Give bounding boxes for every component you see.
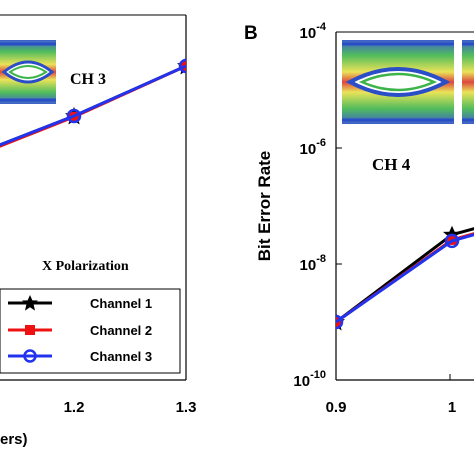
y-tick-label: 10-4 (300, 21, 327, 42)
y-tick-label: 10-6 (300, 137, 326, 158)
annotation-ch3: CH 3 (70, 71, 106, 88)
series-3 (0, 58, 186, 147)
svg-text:10-4: 10-4 (300, 21, 327, 42)
series-line (0, 64, 186, 147)
x-tick-label: 1.3 (176, 399, 197, 416)
legend-label: Channel 2 (90, 323, 152, 338)
star-marker-icon (22, 295, 38, 311)
y-tick-label: 10-8 (300, 253, 326, 274)
square-marker-icon (25, 325, 35, 335)
legend-label: Channel 1 (90, 296, 152, 311)
annotation-x-polarization: X Polarization (42, 259, 129, 274)
legend-item-channel-2: Channel 2 (8, 323, 152, 338)
panel-a-series (0, 57, 186, 148)
panel-b-series (336, 225, 474, 331)
eye-diagram-inset-a (0, 34, 58, 110)
data-point-circle (336, 314, 344, 330)
x-axis-label-fragment: ers) (0, 431, 28, 448)
panel-b-y-ticks (336, 147, 451, 380)
legend-label: Channel 3 (90, 349, 152, 364)
circle-marker-icon (23, 349, 37, 363)
eye-diagram-inset-b-2 (460, 34, 474, 130)
annotation-ch4: CH 4 (372, 155, 411, 174)
x-tick-label: 0.9 (326, 399, 347, 416)
series-line (336, 233, 474, 324)
svg-text:10-8: 10-8 (300, 253, 326, 274)
panel-b-letter: B (244, 23, 258, 44)
panel-b: B 10-10 10-8 10-6 10-4 Bit Error Rate 0.… (244, 21, 474, 416)
data-point-circle (444, 233, 460, 249)
series-3 (336, 233, 474, 330)
eye-diagram-inset-b (338, 34, 456, 130)
panel-a: CH 3 X Polarization Channel 1 Channel 2 … (0, 14, 197, 448)
legend: Channel 1 Channel 2 Channel 3 (0, 288, 181, 374)
data-point-circle (66, 108, 82, 124)
y-axis-label: Bit Error Rate (255, 151, 274, 262)
legend-item-channel-3: Channel 3 (8, 349, 152, 364)
data-point-circle (178, 58, 186, 74)
svg-text:10-10: 10-10 (293, 369, 326, 390)
svg-text:10-6: 10-6 (300, 137, 326, 158)
legend-item-channel-1: Channel 1 (8, 295, 152, 311)
x-tick-label: 1 (448, 399, 456, 416)
y-tick-label: 10-10 (293, 369, 326, 390)
x-tick-label: 1.2 (64, 399, 85, 416)
